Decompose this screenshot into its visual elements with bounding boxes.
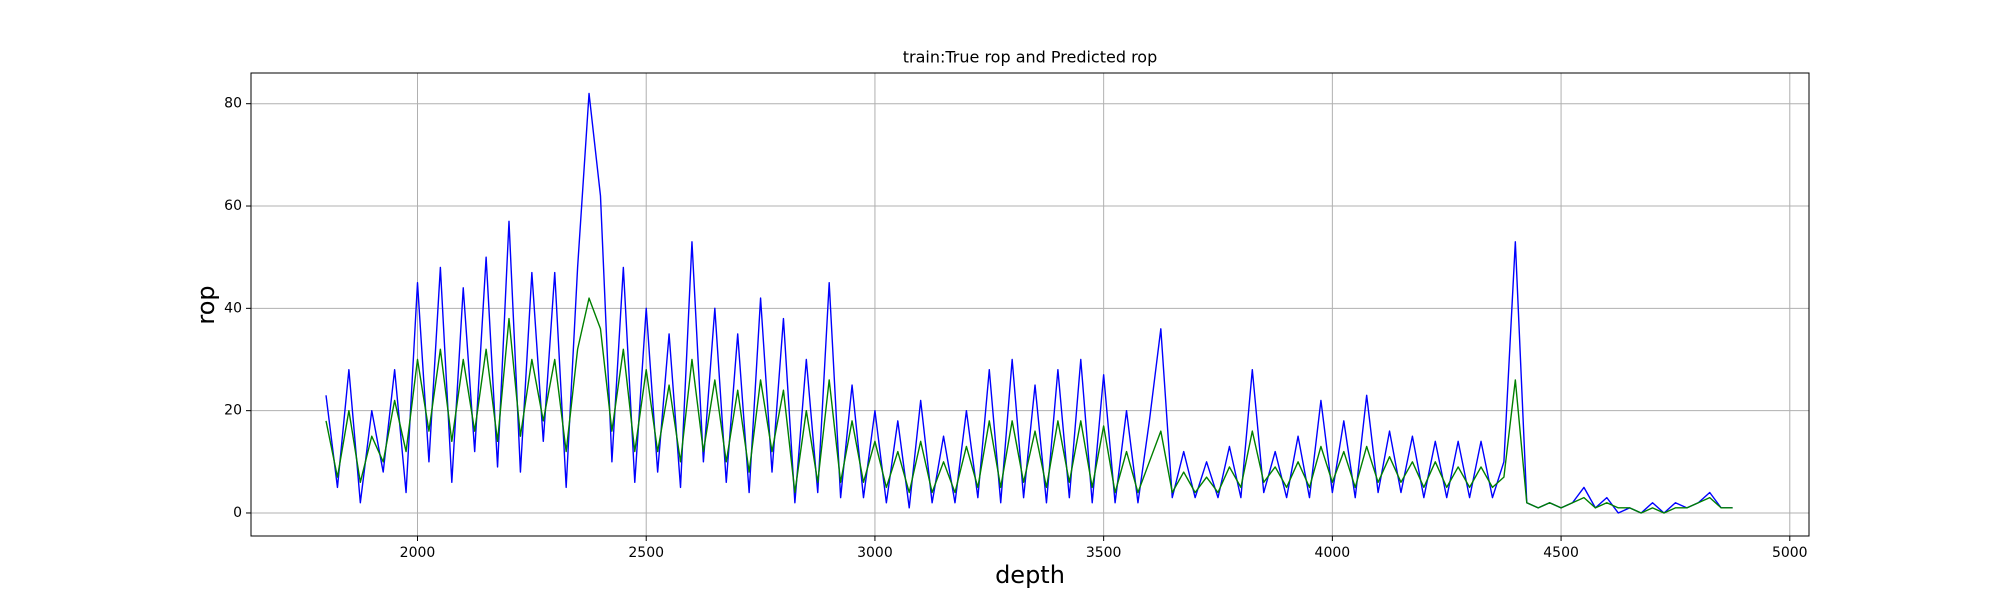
x-tick-label: 2000 — [400, 545, 436, 561]
y-tick-label: 80 — [224, 96, 242, 112]
x-tick-label: 2500 — [628, 545, 664, 561]
x-tick-label: 4000 — [1315, 545, 1351, 561]
y-tick-label: 0 — [233, 505, 242, 521]
x-tick-label: 5000 — [1772, 545, 1808, 561]
x-tick-label: 3000 — [857, 545, 893, 561]
y-tick-label: 60 — [224, 198, 242, 214]
data-line — [325, 297, 1733, 514]
y-axis-label: rop — [192, 285, 220, 324]
chart-title: train:True rop and Predicted rop — [903, 48, 1158, 67]
x-tick-label: 4500 — [1543, 545, 1579, 561]
y-tick-label: 40 — [224, 300, 242, 316]
x-axis-label: depth — [995, 561, 1065, 589]
data-line — [325, 92, 1733, 514]
plot-frame — [250, 72, 1810, 537]
x-tick-label: 3500 — [1086, 545, 1122, 561]
y-tick-label: 20 — [224, 403, 242, 419]
